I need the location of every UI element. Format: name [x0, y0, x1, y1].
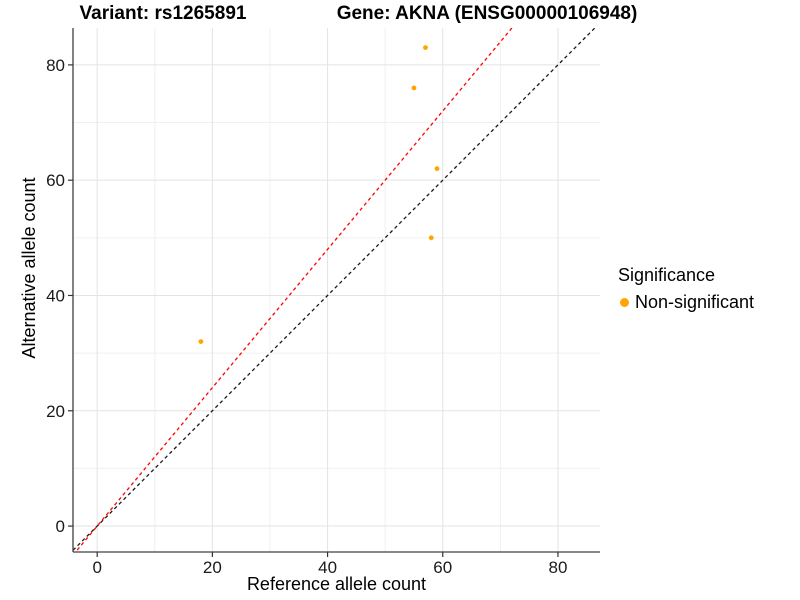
data-point [434, 166, 440, 172]
data-point [428, 235, 434, 241]
plot-title-variant: Variant: rs1265891 [79, 3, 247, 24]
legend-circle-marker-icon [620, 298, 629, 307]
y-tick-label: 40 [46, 286, 65, 305]
legend-item: Non-significant [618, 292, 754, 313]
legend-title: Significance [618, 265, 716, 285]
y-tick-label: 60 [46, 171, 65, 190]
legend-item-label: Non-significant [635, 292, 755, 312]
data-point [423, 45, 428, 50]
y-tick-label: 20 [46, 402, 65, 421]
x-tick-label: 60 [433, 558, 452, 577]
x-tick-label: 0 [92, 558, 101, 577]
x-axis-title: Reference allele count [246, 574, 427, 594]
x-tick-label: 40 [318, 558, 337, 577]
plot-title-gene: Gene: AKNA (ENSG00000106948) [336, 3, 638, 24]
x-tick-label: 80 [548, 558, 567, 577]
identity-line [73, 28, 596, 551]
reference-lines [73, 28, 596, 552]
legend: Significance Non-significant [618, 265, 754, 313]
data-point [198, 339, 204, 344]
allelic-ratio-line [74, 28, 513, 552]
y-axis-title: Alternative allele count [19, 177, 39, 359]
y-tick-label: 0 [56, 517, 65, 536]
data-point [411, 85, 417, 91]
x-tick-label: 20 [203, 558, 222, 577]
y-tick-label: 80 [46, 56, 65, 75]
